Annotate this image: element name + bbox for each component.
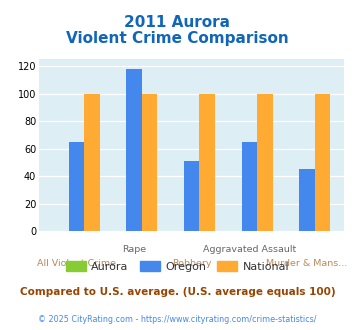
Bar (242, 142, 257, 231)
Bar (257, 94, 273, 231)
Bar (69, 142, 84, 231)
Bar (84, 94, 100, 231)
Text: Murder & Mans...: Murder & Mans... (267, 259, 348, 268)
Text: 2011 Aurora: 2011 Aurora (125, 15, 230, 30)
Bar (299, 169, 315, 231)
Bar (200, 94, 215, 231)
Text: All Violent Crime: All Violent Crime (37, 259, 116, 268)
Text: Robbery: Robbery (172, 259, 212, 268)
Text: Rape: Rape (122, 245, 146, 254)
Text: Violent Crime Comparison: Violent Crime Comparison (66, 31, 289, 46)
Text: Aggravated Assault: Aggravated Assault (203, 245, 296, 254)
Bar (184, 161, 200, 231)
Text: © 2025 CityRating.com - https://www.cityrating.com/crime-statistics/: © 2025 CityRating.com - https://www.city… (38, 315, 317, 324)
Bar (315, 94, 331, 231)
Bar (126, 69, 142, 231)
Legend: Aurora, Oregon, National: Aurora, Oregon, National (61, 256, 294, 276)
Text: Compared to U.S. average. (U.S. average equals 100): Compared to U.S. average. (U.S. average … (20, 287, 335, 297)
Bar (142, 94, 157, 231)
